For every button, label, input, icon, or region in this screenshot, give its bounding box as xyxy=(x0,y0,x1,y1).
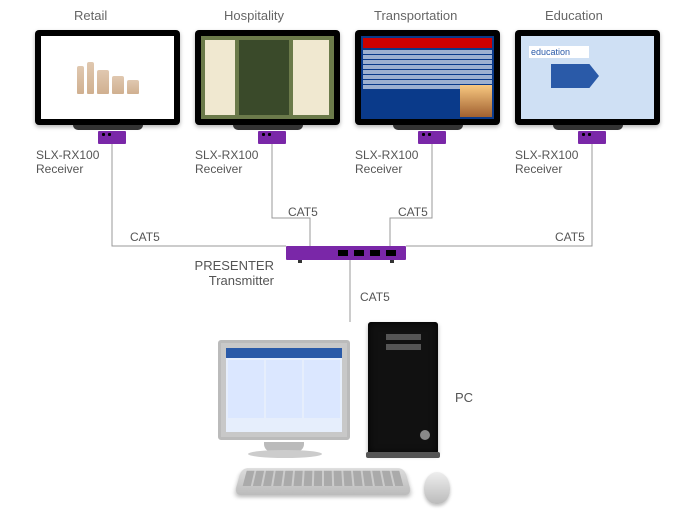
pc-group xyxy=(218,322,478,512)
monitor-title-transportation: Transportation xyxy=(374,8,457,23)
cat5-label-4: CAT5 xyxy=(555,230,585,244)
receiver-label-1: SLX-RX100 Receiver xyxy=(36,148,99,177)
receiver-box-4 xyxy=(578,131,606,144)
receiver-label-2: SLX-RX100 Receiver xyxy=(195,148,258,177)
pc-label: PC xyxy=(455,390,473,405)
monitor-title-hospitality: Hospitality xyxy=(224,8,284,23)
monitor-hospitality xyxy=(195,30,340,130)
monitor-education: education xyxy=(515,30,660,130)
keyboard-icon xyxy=(234,468,412,495)
pc-monitor-icon xyxy=(218,340,350,440)
cat5-label-1: CAT5 xyxy=(130,230,160,244)
transmitter-hub xyxy=(286,246,406,260)
monitor-title-education: Education xyxy=(545,8,603,23)
receiver-box-2 xyxy=(258,131,286,144)
receiver-label-4: SLX-RX100 Receiver xyxy=(515,148,578,177)
monitor-title-retail: Retail xyxy=(74,8,107,23)
cat5-label-hub: CAT5 xyxy=(360,290,390,304)
cat5-label-3: CAT5 xyxy=(398,205,428,219)
mouse-icon xyxy=(424,472,450,504)
transmitter-label: PRESENTER Transmitter xyxy=(188,258,274,288)
pc-tower-icon xyxy=(368,322,438,454)
receiver-box-1 xyxy=(98,131,126,144)
receiver-label-3: SLX-RX100 Receiver xyxy=(355,148,418,177)
monitor-transportation xyxy=(355,30,500,130)
receiver-box-3 xyxy=(418,131,446,144)
cat5-label-2: CAT5 xyxy=(288,205,318,219)
monitor-retail xyxy=(35,30,180,130)
